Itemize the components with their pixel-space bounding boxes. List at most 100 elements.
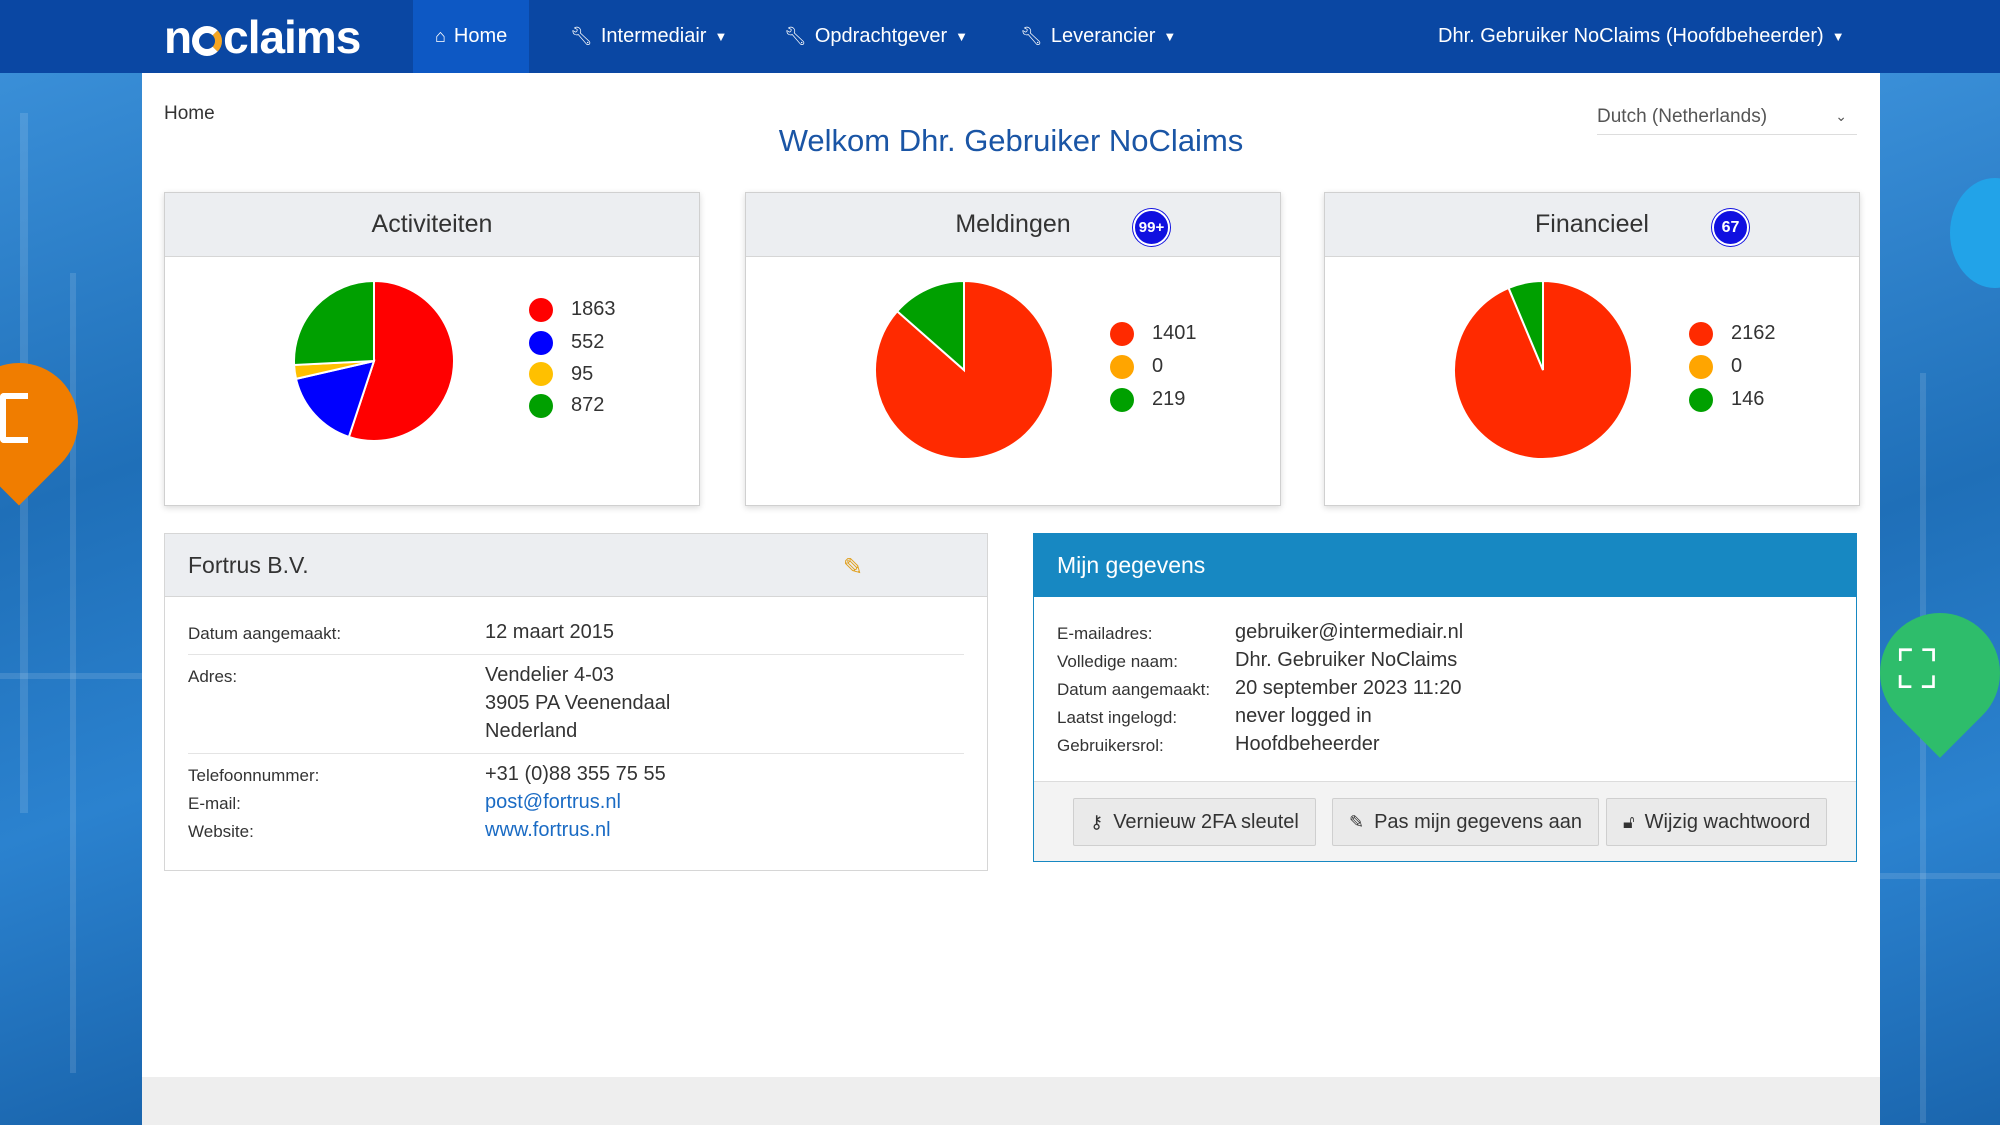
language-select[interactable]: Dutch (Netherlands) ⌄ [1597,99,1857,135]
company-panel-header: Fortrus B.V. ✎ [165,534,987,597]
bg-decoration [1880,873,2000,879]
nav-leverancier-label: Leverancier [1050,25,1156,47]
legend-item: 1863 [529,293,616,326]
wrench-icon: 🔧︎ [570,26,593,46]
bg-decoration [70,273,76,1073]
legend-item: 872 [529,389,616,422]
legend-item: 0 [1110,350,1197,383]
card-title: Activiteiten [371,210,493,238]
company-address-label: Adres: [188,667,238,686]
legend-value: 95 [571,362,594,385]
pie-slice [895,280,965,373]
legend-item: 552 [529,326,616,359]
tool-icon [0,393,28,443]
legend-meldingen: 1401 0 219 [1110,317,1197,416]
my-role-value: Hoofdbeheerder [1235,733,1380,755]
legend-item: 0 [1689,350,1776,383]
pie-chart-financieel [1453,280,1633,460]
caret-down-icon: ▼ [1831,29,1845,44]
card-header: Meldingen 99+ [746,193,1280,257]
divider [188,654,964,655]
card-meldingen[interactable]: Meldingen 99+ 1401 0 219 [745,192,1281,506]
edit-my-details-button[interactable]: ✎ Pas mijn gegevens aan [1332,798,1600,846]
legend-item: 219 [1110,383,1197,416]
pie-slice [1507,280,1544,371]
footer [142,1077,1880,1125]
pie-slice [293,280,375,366]
pie-slice [294,359,376,439]
legend-item: 2162 [1689,317,1776,350]
nav-leverancier[interactable]: 🔧︎ Leverancier ▼ [998,0,1198,73]
my-details-header: Mijn gegevens [1034,534,1856,597]
nav-intermediair-label: Intermediair [600,25,707,47]
card-activiteiten[interactable]: Activiteiten 1863 552 95 872 [164,192,700,506]
notification-badge: 99+ [1133,209,1170,246]
card-header: Financieel 67 [1325,193,1859,257]
notification-badge: 67 [1712,209,1749,246]
company-name: Fortrus B.V. [188,551,309,578]
breadcrumb[interactable]: Home [164,103,215,124]
page-title: Welkom Dhr. Gebruiker NoClaims [778,123,1244,158]
nav-intermediair[interactable]: 🔧︎ Intermediair ▼ [548,0,749,73]
renew-2fa-button[interactable]: ⚷ Vernieuw 2FA sleutel [1073,798,1316,846]
card-header: Activiteiten [165,193,699,257]
legend-item: 95 [529,359,616,389]
lock-icon: 🔓︎ [1623,811,1635,832]
legend-value: 872 [571,394,605,416]
legend-item: 146 [1689,383,1776,416]
company-email-link[interactable]: post@fortrus.nl [485,791,621,813]
card-title: Financieel [1535,210,1649,238]
background-left [0,73,142,1125]
my-email-value: gebruiker@intermediair.nl [1235,621,1464,643]
company-phone-label: Telefoonnummer: [188,766,320,785]
legend-value: 146 [1731,388,1765,410]
legend-value: 2162 [1731,322,1776,344]
nav-user-menu[interactable]: Dhr. Gebruiker NoClaims (Hoofdbeheerder)… [1416,0,1867,73]
change-password-button[interactable]: 🔓︎ Wijzig wachtwoord [1606,798,1828,846]
legend-orange-dot [1110,354,1134,379]
blue-circle-decoration [1950,178,2000,288]
nav-home-label: Home [453,25,508,47]
card-financieel[interactable]: Financieel 67 2162 0 146 [1324,192,1860,506]
card-title: Meldingen [955,210,1071,238]
pencil-icon[interactable]: ✎ [842,554,863,581]
pencil-icon: ✎ [1349,811,1365,832]
noclaims-logo[interactable]: n claims [164,11,361,63]
logo-o-icon [192,26,223,56]
my-details-title: Mijn gegevens [1057,551,1206,578]
my-details-button-bar: ⚷ Vernieuw 2FA sleutel ✎ Pas mijn gegeve… [1034,781,1856,861]
legend-item: 1401 [1110,317,1197,350]
company-date-label: Datum aangemaakt: [188,624,342,643]
legend-yellow-dot [529,362,553,386]
legend-value: 1401 [1152,322,1197,344]
renew-2fa-label: Vernieuw 2FA sleutel [1113,810,1299,833]
key-icon: ⚷ [1090,811,1104,832]
legend-green-dot [529,393,553,418]
legend-green-dot [1110,387,1134,412]
pie-slice [347,280,455,442]
my-role-label: Gebruikersrol: [1057,736,1164,755]
pie-chart-meldingen [874,280,1054,460]
legend-red-dot [529,297,553,322]
my-details-panel: Mijn gegevens E-mailadres: gebruiker@int… [1033,533,1857,862]
wrench-icon: 🔧︎ [1020,26,1043,46]
company-address-line2: 3905 PA Veenendaal [485,692,671,714]
company-website-link[interactable]: www.fortrus.nl [485,819,611,841]
escalator-icon: ⛶ [1898,640,1936,700]
legend-value: 0 [1152,355,1164,377]
company-phone-value: +31 (0)88 355 75 55 [485,763,666,785]
nav-opdrachtgever[interactable]: 🔧︎ Opdrachtgever ▼ [762,0,990,73]
nav-home[interactable]: ⌂ Home [413,0,530,73]
language-select-value: Dutch (Netherlands) [1597,105,1768,127]
legend-red-dot [1110,321,1134,346]
my-created-label: Datum aangemaakt: [1057,680,1211,699]
company-website-label: Website: [188,822,254,841]
change-password-label: Wijzig wachtwoord [1644,810,1811,833]
company-email-label: E-mail: [188,794,241,813]
legend-green-dot [1689,387,1713,412]
my-last-login-value: never logged in [1235,705,1372,727]
company-address-line3: Nederland [485,720,578,742]
main-content: Home Dutch (Netherlands) ⌄ Welkom Dhr. G… [142,73,1880,1125]
company-panel: Fortrus B.V. ✎ Datum aangemaakt: 12 maar… [164,533,988,871]
my-email-label: E-mailadres: [1057,624,1153,643]
